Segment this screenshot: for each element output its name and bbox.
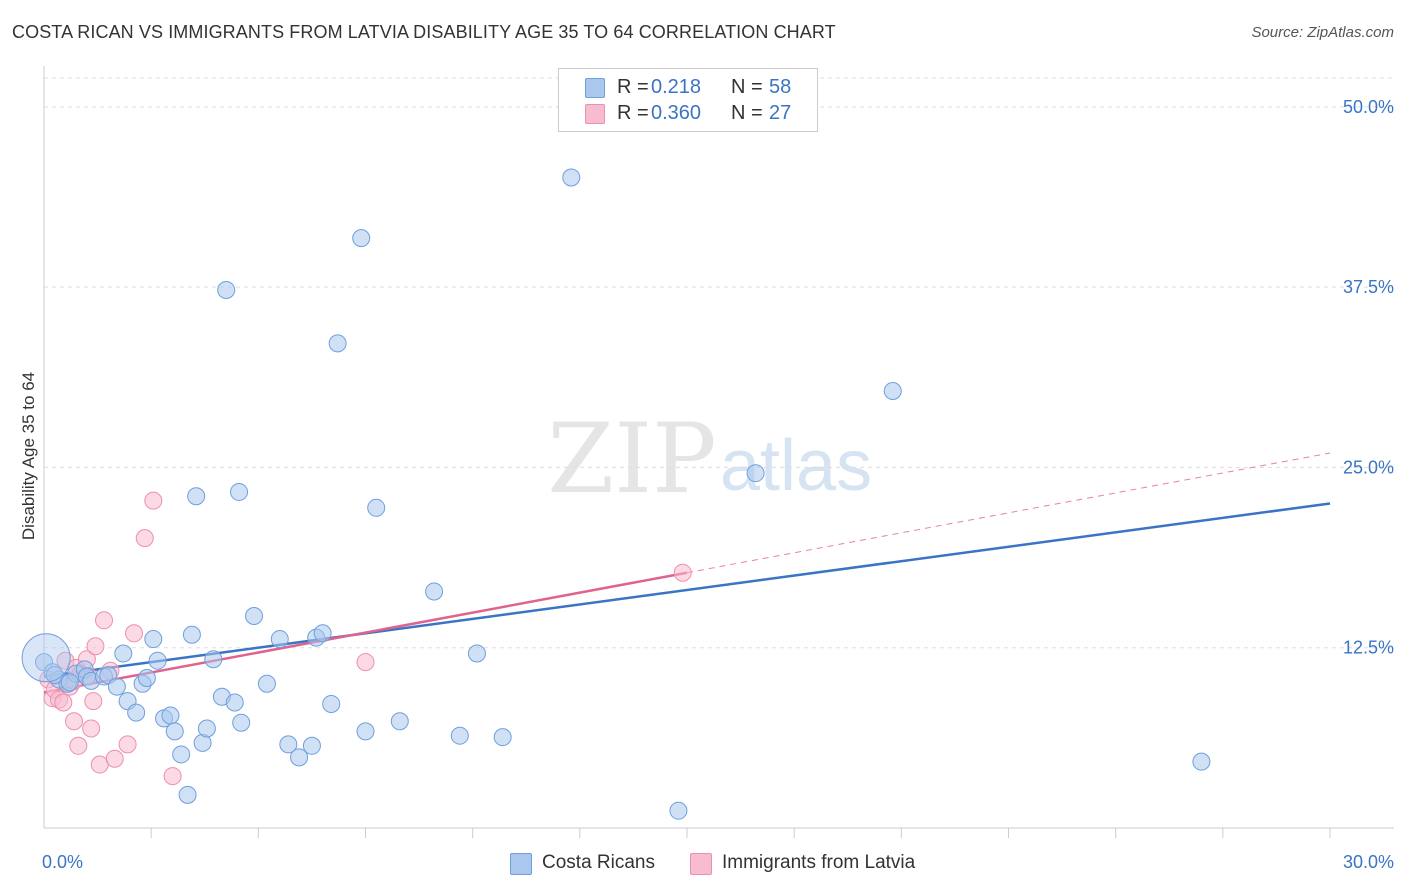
costa-rican-point (182, 625, 201, 644)
latvia-point (90, 755, 109, 774)
costa-rican-point (270, 630, 289, 649)
legend-swatch-blue (585, 78, 605, 98)
costa-rican-point (367, 498, 386, 517)
costa-rican-point (172, 745, 191, 764)
costa-rican-point (1192, 752, 1211, 771)
y-axis-label: Disability Age 35 to 64 (19, 372, 38, 540)
latvia-point (84, 692, 103, 711)
legend-r-label: R = (617, 102, 649, 124)
y-tick-label: 12.5% (1343, 638, 1394, 658)
y-tick-label: 37.5% (1343, 277, 1394, 297)
x-tick-label-min: 0.0% (42, 852, 83, 872)
costa-rican-point (322, 694, 341, 713)
costa-rican-point (197, 719, 216, 738)
costa-rican-point (137, 669, 156, 687)
legend-r-value: 0.218 (651, 76, 702, 98)
x-tick-label-max: 30.0% (1343, 852, 1394, 872)
bottom-legend-label: Immigrants from Latvia (722, 852, 916, 873)
watermark: ZIP atlas (547, 403, 872, 515)
costa-rican-point (245, 606, 264, 625)
latvia-point (69, 736, 88, 755)
costa-rican-point (161, 706, 180, 725)
costa-rican-point (107, 677, 126, 696)
costa-rican-point (257, 674, 276, 693)
latvia-point (125, 624, 144, 643)
costa-rican-point (230, 482, 249, 501)
legend-swatch-pink (585, 104, 605, 124)
costa-rican-point (225, 693, 244, 712)
costa-rican-point (313, 624, 332, 643)
costa-rican-point (127, 703, 146, 722)
costa-rican-point (290, 748, 309, 767)
correlation-legend: R = 0.218 N = 58 R = 0.360 N = 27 (558, 68, 818, 132)
costa-rican-point (493, 728, 512, 747)
costa-rican-point (390, 712, 409, 731)
legend-r-label: R = (617, 76, 649, 98)
costa-rican-point (114, 644, 133, 663)
costa-rican-point (883, 381, 902, 400)
costa-rican-point (217, 281, 236, 300)
chart-title: COSTA RICAN VS IMMIGRANTS FROM LATVIA DI… (12, 22, 836, 42)
costa-rican-point (178, 785, 197, 804)
costa-rican-point (144, 630, 163, 649)
latvia-point (356, 653, 375, 672)
watermark-atlas: atlas (720, 426, 872, 506)
costa-rican-point (232, 713, 251, 732)
legend-n-label: N = (731, 76, 763, 98)
bottom-legend-swatch-blue (510, 853, 532, 875)
costa-rican-point (425, 582, 444, 601)
y-tick-label: 50.0% (1343, 97, 1394, 117)
costa-rican-point (356, 722, 375, 741)
costa-rican-point (352, 229, 371, 248)
costa-rican-point (669, 801, 688, 820)
latvia-point (163, 767, 182, 786)
source-label: Source: ZipAtlas.com (1251, 24, 1394, 41)
costa-rican-point (60, 673, 79, 692)
legend-n-label: N = (731, 102, 763, 124)
costa-ricans-trend-line (43, 502, 1331, 678)
costa-rican-point (279, 735, 298, 754)
costa-rican-point (562, 168, 581, 187)
bottom-legend-swatch-pink (690, 853, 712, 875)
latvia-point (673, 563, 692, 582)
costa-rican-point (467, 644, 486, 663)
costa-rican-point (746, 464, 765, 483)
latvia-point (95, 611, 114, 630)
costa-rican-cluster-point (21, 633, 71, 683)
costa-rican-point (187, 487, 206, 506)
costa-rican-point (302, 736, 321, 755)
latvia-point (118, 735, 137, 754)
latvia-point (65, 712, 84, 731)
y-tick-label: 25.0% (1343, 457, 1394, 477)
costa-rican-point (165, 722, 184, 741)
latvia-point (135, 529, 154, 548)
latvia-point (82, 719, 101, 738)
legend-n-value: 58 (769, 76, 792, 98)
latvia-point (54, 693, 73, 712)
latvia-point (105, 749, 124, 768)
costa-rican-point (204, 650, 223, 669)
costa-rican-point (450, 726, 469, 745)
legend-r-value: 0.360 (651, 102, 702, 124)
latvia-point (144, 491, 163, 510)
costa-rican-point (148, 651, 167, 670)
watermark-zip: ZIP (547, 403, 716, 515)
costa-rican-point (328, 334, 347, 353)
latvia-point (86, 637, 105, 656)
bottom-legend-label: Costa Ricans (542, 852, 655, 873)
legend-n-value: 27 (769, 102, 792, 124)
